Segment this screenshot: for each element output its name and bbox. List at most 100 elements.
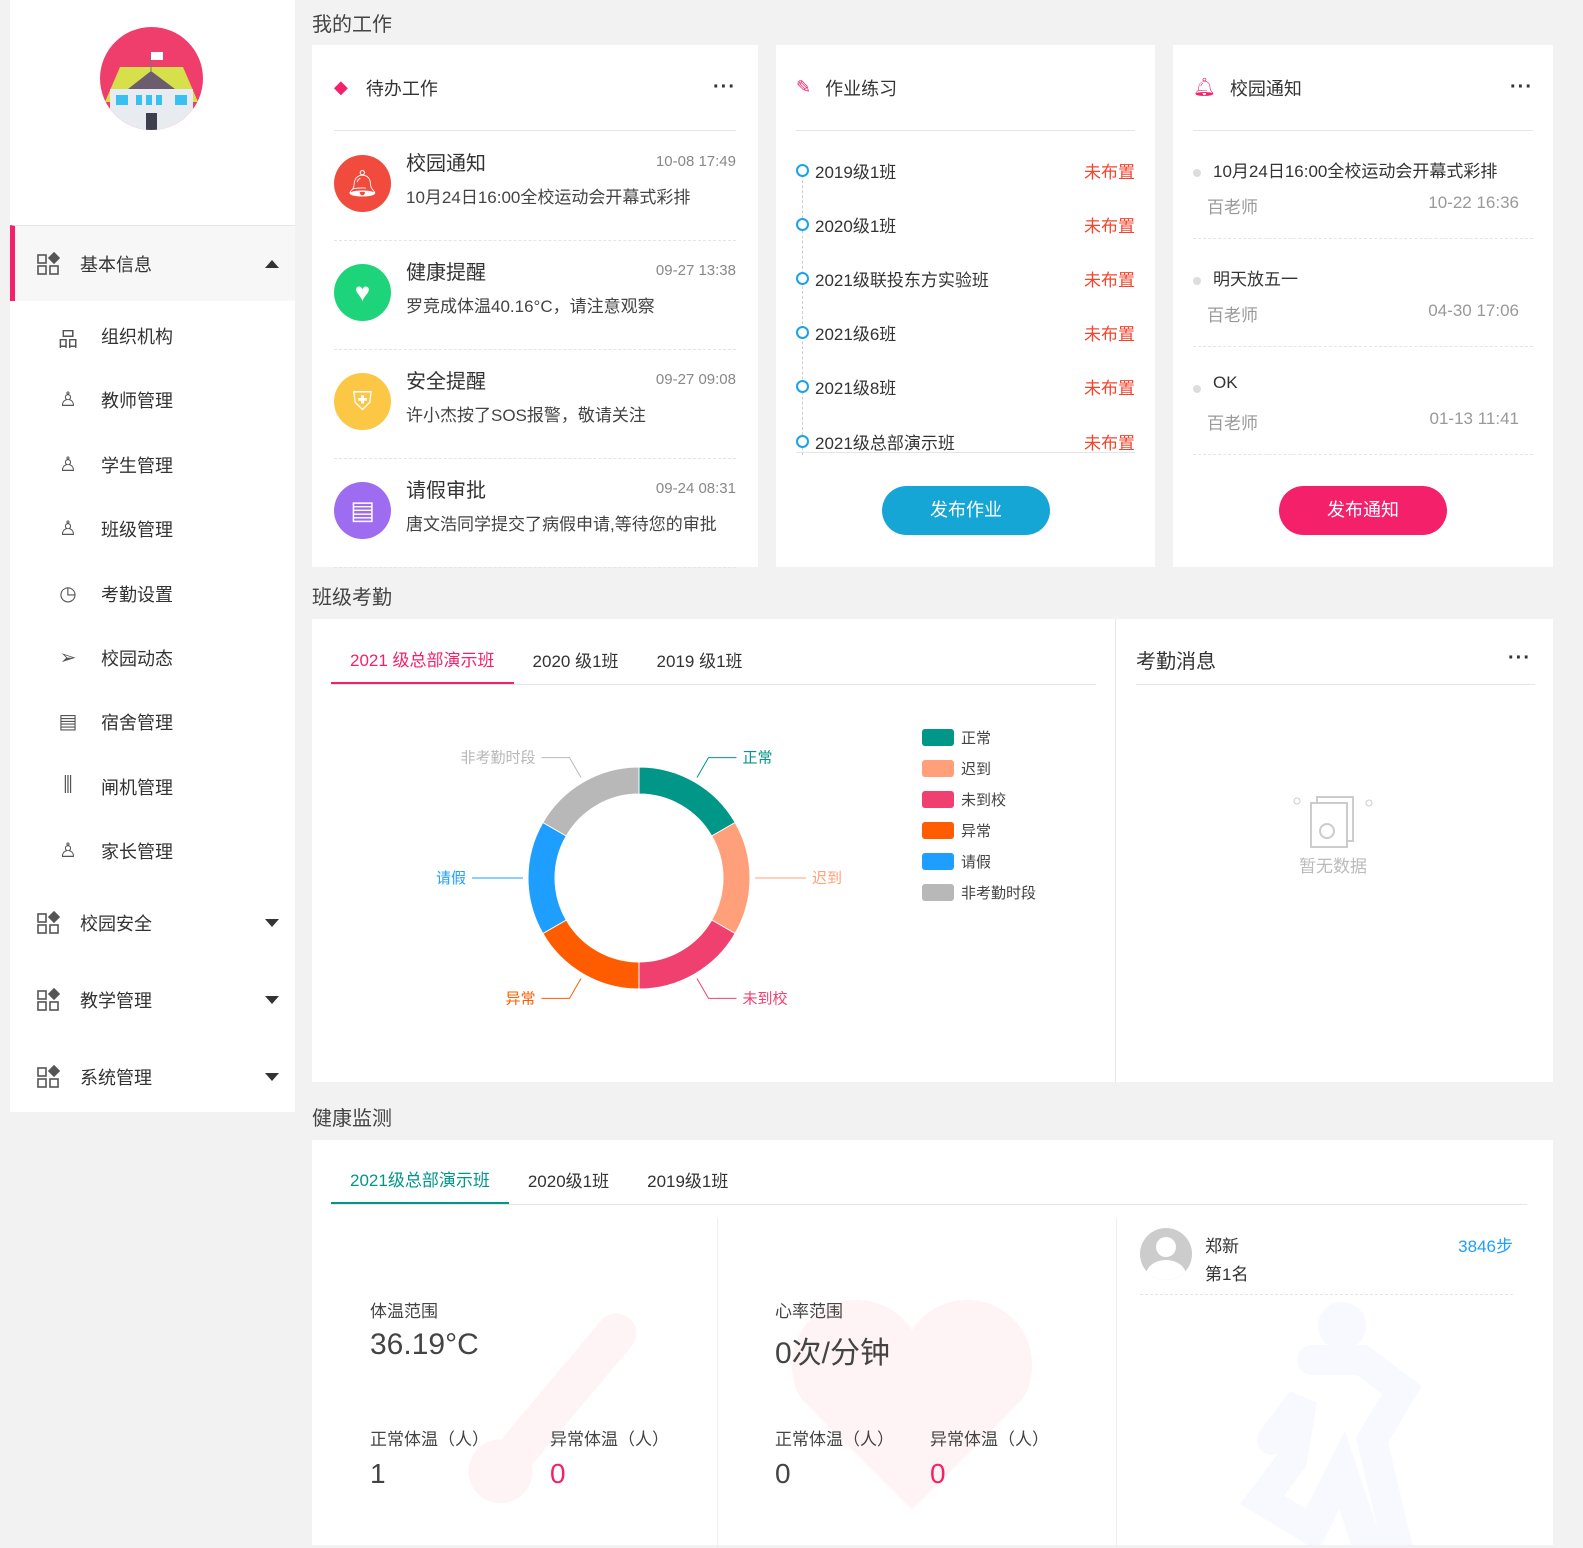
sidebar-group-system[interactable]: 系统管理 bbox=[10, 1039, 295, 1115]
empty-text: 暂无数据 bbox=[1299, 857, 1367, 876]
slice-label: 非考勤时段 bbox=[460, 750, 535, 767]
normal-temp-count: 1 bbox=[370, 1458, 386, 1489]
send-icon: ➢ bbox=[59, 647, 77, 669]
legend-item[interactable]: 异常 bbox=[922, 820, 991, 841]
homework-item[interactable]: 2019级1班 未布置 bbox=[796, 143, 1135, 197]
teacher-icon: ♙ bbox=[59, 389, 77, 412]
more-icon[interactable]: ··· bbox=[713, 76, 736, 98]
student-icon: ♙ bbox=[59, 453, 77, 476]
legend-swatch bbox=[922, 791, 954, 808]
slice-label: 迟到 bbox=[812, 870, 842, 887]
normal-heart-label: 正常体温（人） bbox=[775, 1430, 894, 1449]
avatar bbox=[1140, 1228, 1192, 1280]
tab-health-0[interactable]: 2021级总部演示班 bbox=[331, 1154, 509, 1204]
clock-icon: ◷ bbox=[59, 582, 77, 605]
sidebar-item-class[interactable]: ♙ 班级管理 bbox=[55, 497, 173, 561]
slice-label: 异常 bbox=[505, 990, 535, 1007]
publish-notice-button[interactable]: 发布通知 bbox=[1279, 486, 1447, 535]
donut-slice[interactable] bbox=[711, 821, 751, 935]
empty-data-icon bbox=[1293, 796, 1373, 848]
section-title-health: 健康监测 bbox=[312, 1108, 392, 1130]
homework-item[interactable]: 2021级总部演示班 未布置 bbox=[796, 414, 1135, 468]
apps-icon bbox=[37, 911, 60, 934]
attendance-panel: 2021 级总部演示班 2020 级1班 2019 级1班 考勤消息 ··· 暂无数… bbox=[312, 619, 1553, 1082]
legend-item[interactable]: 正常 bbox=[922, 727, 991, 748]
homework-item[interactable]: 2021级联投东方实验班 未布置 bbox=[796, 251, 1135, 305]
bullet-icon bbox=[1193, 169, 1201, 177]
homework-item[interactable]: 2020级1班 未布置 bbox=[796, 197, 1135, 251]
todo-item[interactable]: ♥ 健康提醒 罗竞成体温40.16°C，请注意观察 09-27 13:38 bbox=[334, 240, 736, 350]
label-line bbox=[696, 978, 737, 999]
todo-card: ◆ 待办工作 ··· 🔔︎ 校园通知 10月24日16:00全校运动会开幕式彩排 10-0… bbox=[312, 45, 758, 568]
sidebar-item-gate[interactable]: ⫼ 闸机管理 bbox=[55, 755, 173, 819]
sidebar-item-dorm[interactable]: ▤ 宿舍管理 bbox=[55, 690, 173, 754]
label-line bbox=[696, 757, 737, 778]
donut-slice[interactable] bbox=[527, 821, 567, 935]
sidebar-group-basic-info[interactable]: 基本信息 bbox=[10, 225, 295, 301]
temp-range-value: 36.19°C bbox=[370, 1328, 479, 1361]
todo-item[interactable]: ▤ 请假审批 唐文浩同学提交了病假申请,等待您的审批 09-24 08:31 bbox=[334, 458, 736, 568]
legend-swatch bbox=[922, 729, 954, 746]
apps-icon bbox=[37, 1065, 60, 1088]
homework-item[interactable]: 2021级6班 未布置 bbox=[796, 306, 1135, 360]
legend-item[interactable]: 请假 bbox=[922, 851, 991, 872]
sidebar-group-campus-safety[interactable]: 校园安全 bbox=[10, 885, 295, 961]
notice-item[interactable]: 10月24日16:00全校运动会开幕式彩排 百老师 10-22 16:36 bbox=[1193, 131, 1533, 239]
sidebar-item-send[interactable]: ➢ 校园动态 bbox=[55, 626, 173, 690]
section-title-work: 我的工作 bbox=[312, 14, 392, 36]
donut-slice[interactable] bbox=[638, 919, 736, 990]
step-rank-name: 郑新 bbox=[1205, 1237, 1239, 1256]
todo-item[interactable]: ⛨ 安全提醒 许小杰按了SOS报警，敬请关注 09-27 09:08 bbox=[334, 349, 736, 459]
bullet-icon bbox=[1193, 277, 1201, 285]
sidebar: 基本信息 品组织机构 ♙ 教师管理 ♙ 学生管理 ♙ 班级管理 ◷ 考勤设置 ➢ 校园动态 ▤ 宿舍管理… bbox=[10, 0, 295, 1112]
bell-icon: 🔔︎ bbox=[1193, 77, 1216, 97]
tab-health-2[interactable]: 2019级1班 bbox=[647, 1171, 729, 1191]
sidebar-group-teaching[interactable]: 教学管理 bbox=[10, 962, 295, 1038]
more-icon[interactable]: ··· bbox=[1508, 647, 1531, 669]
legend-item[interactable]: 未到校 bbox=[922, 789, 1006, 810]
heart-range-label: 心率范围 bbox=[775, 1302, 843, 1321]
donut-slice[interactable] bbox=[638, 766, 736, 837]
donut-slice[interactable] bbox=[542, 919, 640, 990]
step-rank-position: 第1名 bbox=[1205, 1265, 1249, 1284]
sidebar-item-student[interactable]: ♙ 学生管理 bbox=[55, 433, 173, 497]
slice-label: 正常 bbox=[743, 750, 773, 767]
legend-swatch bbox=[922, 760, 954, 777]
apps-icon bbox=[37, 251, 60, 275]
legend-item[interactable]: 迟到 bbox=[922, 758, 991, 779]
school-logo bbox=[100, 27, 203, 130]
sidebar-item-clock[interactable]: ◷ 考勤设置 bbox=[55, 562, 173, 626]
timeline-dot-icon bbox=[796, 271, 809, 285]
sidebar-item-parent[interactable]: ♙ 家长管理 bbox=[55, 819, 173, 883]
tab-health-1[interactable]: 2020级1班 bbox=[527, 1171, 610, 1191]
sidebar-item-org[interactable]: 品组织机构 bbox=[55, 304, 173, 368]
tab-attendance-2[interactable]: 2019 级1班 bbox=[656, 652, 743, 671]
legend-swatch bbox=[922, 884, 954, 901]
temp-range-label: 体温范围 bbox=[370, 1302, 438, 1321]
donut-slice[interactable] bbox=[542, 766, 640, 837]
abnormal-heart-count: 0 bbox=[930, 1458, 946, 1489]
abnormal-heart-label: 异常体温（人） bbox=[930, 1430, 1049, 1449]
homework-item[interactable]: 2021级8班 未布置 bbox=[796, 360, 1135, 414]
timeline-dot-icon bbox=[796, 434, 809, 448]
timeline-dot-icon bbox=[796, 326, 809, 340]
sidebar-item-teacher[interactable]: ♙ 教师管理 bbox=[55, 368, 173, 432]
parent-icon: ♙ bbox=[59, 840, 77, 863]
more-icon[interactable]: ··· bbox=[1510, 76, 1533, 98]
heart-range-value: 0次/分钟 bbox=[775, 1337, 891, 1370]
heart-watermark-icon bbox=[791, 1299, 1033, 1510]
tab-attendance-1[interactable]: 2020 级1班 bbox=[532, 652, 619, 671]
pencil-icon: ✎ bbox=[796, 77, 812, 97]
slice-label: 未到校 bbox=[743, 990, 788, 1007]
chevron-down-icon bbox=[265, 996, 279, 1004]
timeline-dot-icon bbox=[796, 380, 809, 394]
notice-item[interactable]: OK 百老师 01-13 11:41 bbox=[1193, 347, 1533, 455]
publish-homework-button[interactable]: 发布作业 bbox=[882, 486, 1050, 535]
notice-item[interactable]: 明天放五一 百老师 04-30 17:06 bbox=[1193, 239, 1533, 347]
chevron-down-icon bbox=[265, 1073, 279, 1081]
tab-attendance-0[interactable]: 2021 级总部演示班 bbox=[331, 635, 514, 684]
legend-swatch bbox=[922, 853, 954, 870]
todo-icon: ◆ bbox=[334, 77, 348, 97]
legend-item[interactable]: 非考勤时段 bbox=[922, 882, 1036, 903]
todo-item[interactable]: 🔔︎ 校园通知 10月24日16:00全校运动会开幕式彩排 10-08 17:49 bbox=[334, 131, 736, 241]
